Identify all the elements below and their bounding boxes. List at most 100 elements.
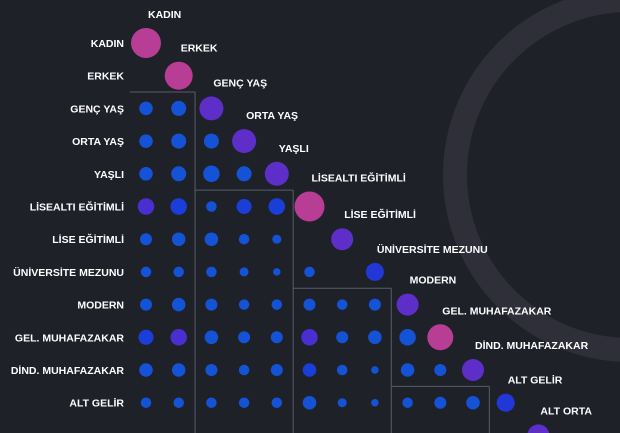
matrix-cell xyxy=(170,329,187,346)
matrix-cell xyxy=(302,363,317,377)
diagonal-label: ORTA YAŞ xyxy=(246,110,298,122)
matrix-cell xyxy=(139,134,153,148)
diagonal-dot xyxy=(396,293,419,316)
matrix-cell xyxy=(236,166,252,182)
matrix-cell xyxy=(139,363,153,377)
row-label: ORTA YAŞ xyxy=(72,136,124,148)
matrix-cell xyxy=(173,266,184,278)
matrix-cell xyxy=(205,364,218,376)
diagonal-dot xyxy=(131,28,161,58)
matrix-cell xyxy=(337,398,347,408)
matrix-cell xyxy=(270,331,283,344)
matrix-cell xyxy=(203,133,219,149)
diagonal-label: ALT GELİR xyxy=(508,374,563,387)
matrix-cell xyxy=(206,201,217,212)
diagonal-dot xyxy=(294,191,325,222)
row-labels: KADIN ERKEK GENÇ YAŞ ORTA YAŞ YAŞLI LİSEALTI … xyxy=(11,38,125,410)
matrix-cell xyxy=(206,397,217,408)
matrix-cell xyxy=(137,198,155,215)
matrix-cell xyxy=(336,299,348,310)
matrix-cell xyxy=(271,397,283,408)
diagonal-dot xyxy=(164,61,193,90)
matrix-cell xyxy=(371,366,379,374)
matrix-cell xyxy=(238,364,250,376)
matrix-cell xyxy=(236,199,252,214)
matrix-cell xyxy=(273,268,281,276)
matrix-cell xyxy=(336,331,349,344)
matrix-cell xyxy=(171,297,186,312)
matrix-cells xyxy=(137,100,480,410)
matrix-cell xyxy=(402,397,413,408)
matrix-cell xyxy=(139,167,153,181)
row-label: GENÇ YAŞ xyxy=(70,103,124,115)
diagonal-label: ÜNİVERSİTE MEZUNU xyxy=(377,243,488,256)
matrix-cell xyxy=(171,133,187,149)
matrix-cell xyxy=(368,330,382,345)
diagonal-dot xyxy=(264,161,289,186)
matrix-cell xyxy=(203,165,220,183)
matrix-cell xyxy=(303,298,316,311)
diagonal-dot xyxy=(427,324,454,351)
matrix-cell xyxy=(301,329,318,346)
row-label: GEL. MUHAFAZAKAR xyxy=(15,332,124,344)
matrix-cell xyxy=(238,397,250,408)
matrix-cell xyxy=(400,363,415,377)
diagonal-label: LİSE EĞİTİMLİ xyxy=(344,208,416,221)
matrix-cell xyxy=(140,266,152,278)
row-label: KADIN xyxy=(91,38,124,50)
diagonal-markers: KADIN ERKEK GENÇ YAŞ ORTA YAŞ YAŞLI LİSEALTI … xyxy=(131,9,592,433)
diagonal-dot xyxy=(365,262,384,281)
ring-arc xyxy=(443,0,620,362)
matrix-cell xyxy=(336,364,348,376)
matrix-cell xyxy=(204,232,219,246)
matrix-cell xyxy=(399,329,416,346)
matrix-cell xyxy=(173,397,184,408)
row-label: ERKEK xyxy=(87,71,124,83)
matrix-cell xyxy=(466,395,480,410)
matrix-cell xyxy=(140,233,152,246)
diagonal-label: ERKEK xyxy=(181,43,218,55)
matrix-cell xyxy=(271,299,283,310)
matrix-cell xyxy=(138,329,154,345)
matrix-cell xyxy=(171,100,187,116)
row-label: LİSEALTI EĞİTİMLİ xyxy=(30,201,124,214)
matrix-cell xyxy=(302,395,317,410)
matrix-cell xyxy=(140,298,152,311)
diagonal-label: YAŞLI xyxy=(279,143,309,155)
diagonal-label: KADIN xyxy=(148,9,181,21)
block-grid-lines xyxy=(129,91,490,433)
matrix-cell xyxy=(270,364,283,376)
matrix-cell xyxy=(268,198,286,215)
matrix-cell xyxy=(171,166,187,182)
diagonal-dot xyxy=(527,424,550,433)
matrix-cell xyxy=(139,101,153,116)
matrix-cell xyxy=(368,298,381,311)
matrix-cell xyxy=(238,233,250,245)
diagonal-label: GENÇ YAŞ xyxy=(213,77,267,89)
diagonal-dot xyxy=(232,129,257,154)
diagonal-label: DİND. MUHAFAZAKAR xyxy=(475,339,589,352)
diagonal-label: GEL. MUHAFAZAKAR xyxy=(442,305,551,317)
diagonal-label: ALT ORTA xyxy=(540,405,592,417)
row-label: ALT GELİR xyxy=(69,397,124,410)
matrix-cell xyxy=(205,298,218,311)
diagonal-dot xyxy=(462,359,484,381)
row-label: ÜNİVERSİTE MEZUNU xyxy=(13,266,124,279)
diagonal-label: LİSEALTI EĞİTİMLİ xyxy=(312,172,406,185)
diagonal-dot xyxy=(331,228,354,251)
matrix-cell xyxy=(206,266,217,278)
matrix-cell xyxy=(434,364,447,376)
matrix-cell xyxy=(371,398,379,407)
row-label: LİSE EĞİTİMLİ xyxy=(52,233,124,246)
row-label: DİND. MUHAFAZAKAR xyxy=(11,364,125,377)
matrix-cell xyxy=(140,397,152,408)
matrix-cell xyxy=(204,330,219,345)
diagonal-dot xyxy=(496,393,515,412)
matrix-cell xyxy=(170,198,187,215)
diagonal-label: MODERN xyxy=(410,275,457,287)
background-ring xyxy=(443,0,620,362)
matrix-cell xyxy=(239,267,249,277)
matrix-cell xyxy=(434,396,447,409)
diagonal-dot xyxy=(199,96,224,121)
